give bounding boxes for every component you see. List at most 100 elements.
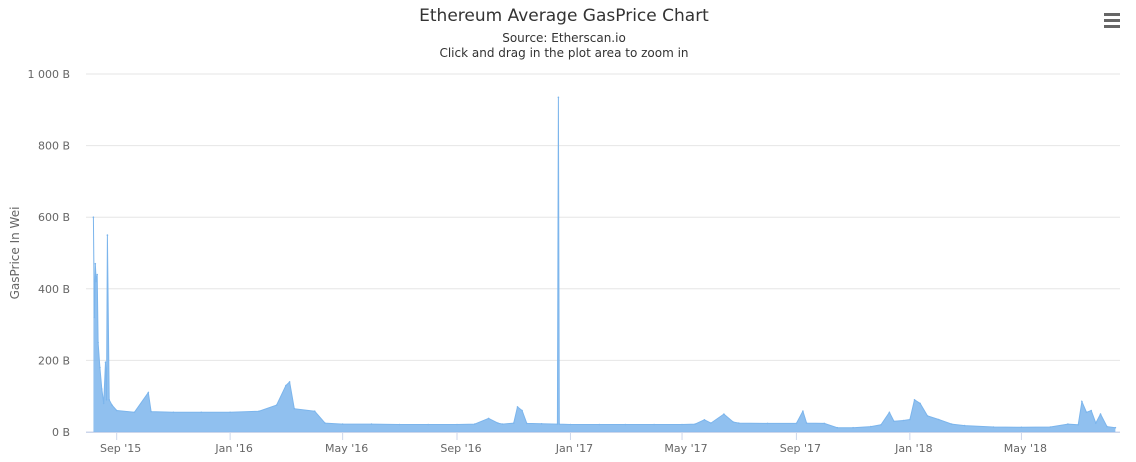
data-point bbox=[1085, 411, 1088, 414]
data-point bbox=[557, 96, 560, 99]
data-point bbox=[598, 423, 601, 426]
data-point bbox=[732, 421, 734, 423]
data-point bbox=[1020, 426, 1023, 429]
chart-source-subtitle: Source: Etherscan.io bbox=[502, 31, 626, 45]
y-tick-label: 600 B bbox=[38, 211, 70, 224]
data-point bbox=[937, 418, 940, 421]
series-line bbox=[92, 97, 1116, 429]
data-point bbox=[992, 426, 995, 428]
x-tick-label: Jan '17 bbox=[555, 442, 593, 455]
y-tick-label: 1 000 B bbox=[27, 68, 70, 81]
data-point bbox=[92, 216, 95, 218]
data-point bbox=[823, 422, 826, 425]
data-point bbox=[558, 423, 561, 425]
y-tick-label: 400 B bbox=[38, 283, 70, 296]
data-point bbox=[293, 407, 296, 410]
x-tick-label: May '17 bbox=[664, 442, 707, 455]
data-point bbox=[104, 361, 107, 364]
y-tick-label: 0 B bbox=[52, 426, 70, 439]
data-point bbox=[1081, 400, 1083, 403]
data-point bbox=[102, 402, 105, 405]
x-tick-label: May '18 bbox=[1004, 442, 1047, 455]
data-point bbox=[893, 420, 895, 423]
data-point bbox=[101, 388, 103, 390]
data-point bbox=[133, 411, 136, 414]
data-point bbox=[370, 423, 373, 425]
y-axis-title: GasPrice In Wei bbox=[8, 207, 22, 300]
data-point bbox=[556, 423, 559, 425]
data-point bbox=[1095, 422, 1097, 424]
data-point bbox=[738, 422, 740, 424]
data-point bbox=[521, 409, 523, 412]
data-point bbox=[624, 423, 627, 426]
hamburger-menu-icon[interactable] bbox=[1100, 10, 1124, 30]
data-point bbox=[427, 423, 430, 426]
data-point bbox=[703, 419, 706, 421]
data-point bbox=[275, 404, 278, 406]
data-point bbox=[795, 422, 798, 425]
data-point bbox=[802, 410, 804, 413]
x-tick-label: Jan '16 bbox=[214, 442, 252, 455]
data-point bbox=[94, 262, 97, 265]
data-point bbox=[341, 423, 344, 425]
data-point bbox=[229, 411, 231, 414]
data-point bbox=[870, 425, 872, 428]
data-point bbox=[473, 423, 476, 425]
data-point bbox=[487, 417, 490, 420]
data-point bbox=[1099, 413, 1102, 415]
data-point bbox=[723, 413, 725, 415]
data-point bbox=[95, 280, 97, 283]
data-point bbox=[963, 424, 966, 427]
y-tick-label: 200 B bbox=[38, 354, 70, 367]
data-point bbox=[710, 422, 712, 424]
data-point bbox=[324, 422, 326, 424]
data-point bbox=[111, 404, 113, 406]
data-point bbox=[93, 316, 96, 319]
data-point bbox=[950, 423, 953, 425]
data-point bbox=[96, 273, 98, 276]
data-point bbox=[694, 423, 696, 425]
data-point bbox=[909, 418, 911, 421]
x-tick-label: Sep '15 bbox=[100, 442, 141, 455]
data-point bbox=[1077, 424, 1079, 426]
data-point bbox=[398, 423, 401, 426]
x-tick-label: May '16 bbox=[325, 442, 368, 455]
data-point bbox=[516, 406, 519, 408]
data-point bbox=[172, 411, 175, 414]
chart-title: Ethereum Average GasPrice Chart bbox=[419, 6, 709, 26]
data-point bbox=[766, 422, 769, 425]
data-point bbox=[880, 424, 882, 426]
data-point bbox=[97, 341, 99, 344]
data-point bbox=[681, 423, 683, 426]
data-point bbox=[313, 410, 316, 413]
data-point bbox=[526, 422, 528, 425]
data-point bbox=[653, 423, 655, 426]
data-point bbox=[501, 423, 504, 425]
data-point bbox=[919, 402, 921, 405]
data-point bbox=[926, 415, 929, 417]
chart-zoom-hint: Click and drag in the plot area to zoom … bbox=[439, 46, 689, 60]
data-point bbox=[512, 422, 515, 424]
data-point bbox=[1090, 409, 1092, 412]
data-point bbox=[456, 423, 458, 426]
data-point bbox=[497, 422, 499, 424]
y-tick-label: 800 B bbox=[38, 140, 70, 153]
data-point bbox=[99, 366, 101, 369]
data-point bbox=[836, 426, 839, 429]
data-point bbox=[902, 419, 905, 422]
data-point bbox=[258, 410, 260, 413]
data-point bbox=[913, 399, 916, 401]
data-point bbox=[106, 234, 109, 236]
data-point bbox=[147, 391, 150, 394]
data-point bbox=[569, 423, 572, 426]
data-point bbox=[805, 422, 808, 424]
x-tick-label: Sep '17 bbox=[780, 442, 821, 455]
data-point bbox=[888, 411, 891, 414]
data-point bbox=[1114, 426, 1117, 429]
data-point bbox=[1106, 425, 1108, 428]
data-point bbox=[115, 409, 118, 412]
data-point bbox=[105, 399, 108, 401]
x-tick-label: Jan '18 bbox=[894, 442, 932, 455]
data-point bbox=[1067, 423, 1069, 425]
